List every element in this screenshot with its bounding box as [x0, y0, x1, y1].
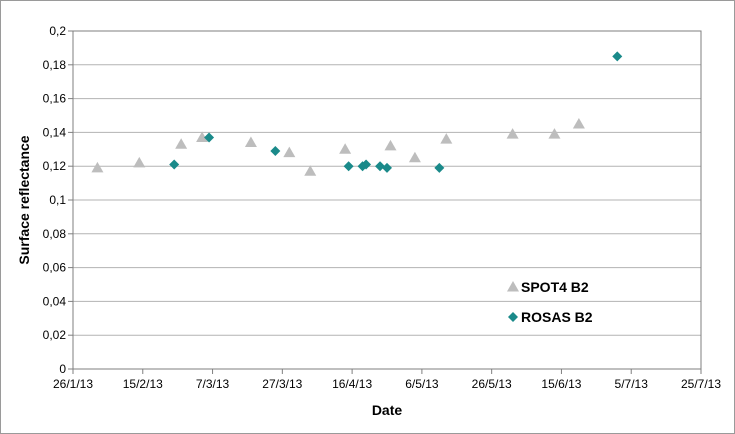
legend-marker-rosas: [508, 312, 518, 322]
data-points: [91, 51, 623, 176]
gridlines: [73, 30, 701, 370]
x-tick-label: 26/5/13: [472, 377, 512, 391]
x-axis-ticks: 26/1/13 15/2/13 7/3/13 27/3/13 16/4/13 6/5/13…: [53, 369, 721, 391]
spot4-point: [133, 156, 146, 168]
x-tick-label: 7/3/13: [196, 377, 230, 391]
y-tick-label: 0,06: [43, 261, 67, 275]
rosas-point: [343, 161, 354, 172]
y-tick-label: 0,14: [43, 125, 67, 139]
spot4-point: [91, 161, 104, 173]
x-tick-label: 15/6/13: [541, 377, 581, 391]
y-tick-label: 0,12: [43, 159, 67, 173]
spot4-point: [304, 165, 317, 176]
spot4-point: [408, 151, 421, 163]
legend-marker-spot4: [507, 281, 519, 292]
y-tick-label: 0: [59, 362, 66, 376]
y-tick-label: 0,18: [43, 58, 67, 72]
rosas-point: [382, 162, 392, 173]
series-rosas-b2: [169, 51, 623, 173]
x-tick-label: 27/3/13: [262, 377, 302, 391]
spot4-point: [572, 117, 585, 129]
y-tick-label: 0,04: [43, 294, 67, 308]
rosas-point: [375, 161, 386, 172]
spot4-point: [283, 146, 296, 158]
spot4-point: [548, 128, 561, 139]
x-tick-label: 15/2/13: [123, 377, 163, 391]
x-tick-label: 16/4/13: [332, 377, 372, 391]
legend-label-spot4: SPOT4 B2: [521, 279, 589, 295]
y-tick-label: 0,16: [43, 92, 67, 106]
y-axis-title: Surface reflectance: [16, 135, 32, 264]
x-tick-label: 5/7/13: [615, 377, 649, 391]
rosas-point: [612, 51, 623, 62]
x-tick-label: 25/7/13: [681, 377, 721, 391]
rosas-point: [169, 159, 180, 170]
spot4-point: [440, 133, 453, 144]
x-axis-title: Date: [372, 402, 403, 418]
spot4-point: [196, 131, 209, 142]
y-axis-ticks: 0 0,02 0,04 0,06 0,08 0,1 0,12 0,14 0,16 0,18 0,2: [43, 24, 73, 376]
x-tick-label: 6/5/13: [405, 377, 439, 391]
y-tick-label: 0,08: [43, 227, 67, 241]
spot4-point: [506, 128, 519, 139]
x-tick-label: 26/1/13: [53, 377, 93, 391]
rosas-point: [204, 132, 215, 143]
spot4-point: [175, 138, 188, 149]
y-tick-label: 0,1: [49, 193, 66, 207]
legend-label-rosas: ROSAS B2: [521, 309, 593, 325]
y-tick-label: 0,02: [43, 328, 67, 342]
spot4-point: [244, 136, 257, 148]
y-tick-label: 0,2: [49, 24, 66, 38]
rosas-point: [361, 159, 372, 170]
legend: SPOT4 B2 ROSAS B2: [507, 279, 593, 325]
rosas-point: [270, 145, 281, 156]
rosas-point: [434, 162, 445, 173]
spot4-point: [384, 139, 397, 151]
spot4-point: [339, 143, 352, 154]
series-spot4-b2: [91, 117, 585, 176]
